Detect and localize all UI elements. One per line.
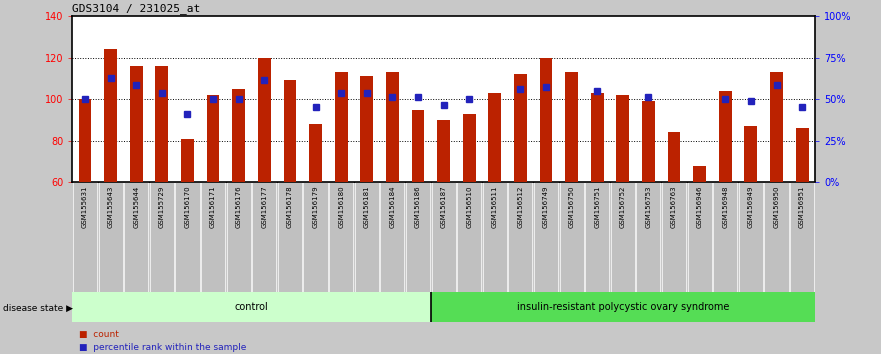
Text: GSM156170: GSM156170 xyxy=(184,185,190,228)
Bar xyxy=(411,109,425,182)
Bar xyxy=(540,57,552,182)
Bar xyxy=(488,93,501,182)
Bar xyxy=(78,99,92,182)
Bar xyxy=(284,80,296,182)
Text: GSM155631: GSM155631 xyxy=(82,185,88,228)
Bar xyxy=(309,124,322,182)
Bar xyxy=(99,182,122,294)
Text: GSM156181: GSM156181 xyxy=(364,185,370,228)
Text: insulin-resistant polycystic ovary syndrome: insulin-resistant polycystic ovary syndr… xyxy=(516,302,729,312)
Text: GSM156180: GSM156180 xyxy=(338,185,344,228)
Bar xyxy=(181,139,194,182)
Text: control: control xyxy=(234,302,269,312)
Text: GSM155643: GSM155643 xyxy=(107,185,114,228)
Bar xyxy=(714,182,737,294)
Bar xyxy=(744,126,758,182)
Bar xyxy=(559,182,584,294)
Bar xyxy=(386,72,399,182)
Bar xyxy=(514,74,527,182)
Bar xyxy=(303,182,328,294)
Bar xyxy=(463,114,476,182)
Bar xyxy=(73,182,97,294)
Text: GSM156510: GSM156510 xyxy=(466,185,472,228)
Text: GSM156753: GSM156753 xyxy=(646,185,651,228)
Bar xyxy=(155,66,168,182)
Text: disease state ▶: disease state ▶ xyxy=(3,303,72,313)
Bar xyxy=(233,89,245,182)
Bar xyxy=(207,95,219,182)
Bar xyxy=(226,182,251,294)
Bar xyxy=(790,182,814,294)
Bar xyxy=(617,95,629,182)
Text: GSM156187: GSM156187 xyxy=(440,185,447,228)
Bar xyxy=(534,182,558,294)
Bar xyxy=(611,182,635,294)
Text: GSM156950: GSM156950 xyxy=(774,185,780,228)
Bar xyxy=(739,182,763,294)
Text: GSM155729: GSM155729 xyxy=(159,185,165,228)
Bar xyxy=(483,182,507,294)
Text: ■  percentile rank within the sample: ■ percentile rank within the sample xyxy=(79,343,247,352)
Bar xyxy=(124,182,148,294)
Text: GSM156184: GSM156184 xyxy=(389,185,396,228)
Bar xyxy=(258,57,270,182)
Text: ■  count: ■ count xyxy=(79,330,119,339)
Text: GSM156186: GSM156186 xyxy=(415,185,421,228)
Bar xyxy=(457,182,481,294)
Bar xyxy=(175,182,199,294)
Bar xyxy=(508,182,532,294)
Text: GSM156750: GSM156750 xyxy=(568,185,574,228)
Text: GSM156948: GSM156948 xyxy=(722,185,729,228)
Bar xyxy=(104,49,117,182)
Bar xyxy=(566,72,578,182)
Bar xyxy=(796,128,809,182)
Text: GSM156946: GSM156946 xyxy=(697,185,703,228)
Bar xyxy=(688,182,712,294)
Bar xyxy=(381,182,404,294)
Text: GSM156763: GSM156763 xyxy=(671,185,677,228)
Bar xyxy=(636,182,661,294)
Text: GSM156176: GSM156176 xyxy=(236,185,241,228)
Bar xyxy=(355,182,379,294)
Bar xyxy=(437,120,450,182)
Text: GSM155644: GSM155644 xyxy=(133,185,139,228)
Bar xyxy=(591,93,603,182)
Text: GSM156749: GSM156749 xyxy=(543,185,549,228)
Bar xyxy=(693,166,706,182)
Text: GSM156178: GSM156178 xyxy=(287,185,292,228)
Bar xyxy=(360,76,374,182)
Text: GSM156179: GSM156179 xyxy=(313,185,319,228)
Bar xyxy=(252,182,277,294)
Text: GSM156949: GSM156949 xyxy=(748,185,754,228)
Text: GSM156512: GSM156512 xyxy=(517,185,523,228)
Text: GSM156177: GSM156177 xyxy=(262,185,267,228)
Bar xyxy=(770,72,783,182)
Bar xyxy=(201,182,226,294)
Bar xyxy=(278,182,302,294)
Bar xyxy=(335,72,347,182)
Bar xyxy=(130,66,143,182)
Text: GSM156511: GSM156511 xyxy=(492,185,498,228)
Bar xyxy=(432,182,455,294)
Text: GSM156951: GSM156951 xyxy=(799,185,805,228)
Bar xyxy=(406,182,430,294)
Bar xyxy=(329,182,353,294)
Bar xyxy=(642,101,655,182)
Bar xyxy=(431,292,815,322)
Text: GDS3104 / 231025_at: GDS3104 / 231025_at xyxy=(72,4,201,15)
Bar xyxy=(765,182,788,294)
Bar xyxy=(150,182,174,294)
Bar xyxy=(72,292,431,322)
Text: GSM156171: GSM156171 xyxy=(210,185,216,228)
Bar xyxy=(662,182,686,294)
Bar xyxy=(585,182,610,294)
Bar xyxy=(668,132,680,182)
Text: GSM156751: GSM156751 xyxy=(595,185,600,228)
Text: GSM156752: GSM156752 xyxy=(620,185,626,228)
Bar xyxy=(719,91,732,182)
